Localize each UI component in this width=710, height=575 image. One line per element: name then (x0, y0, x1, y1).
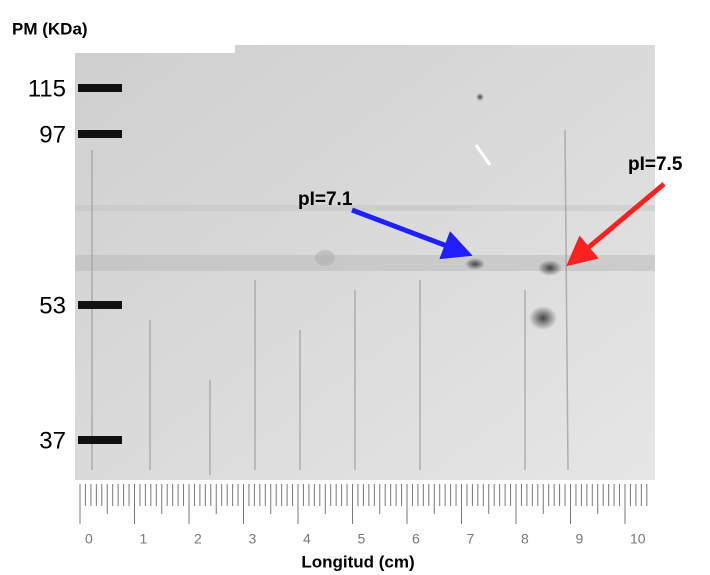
ruler-label: 6 (412, 531, 420, 547)
ruler: 0 1 2 3 4 5 6 7 8 9 10 (70, 480, 650, 550)
marker-bar (78, 301, 122, 309)
annotation: pI=7.5 (628, 154, 683, 175)
marker-bars (78, 84, 122, 444)
marker-label: 37 (39, 427, 66, 454)
ruler-label: 8 (521, 531, 529, 547)
ruler-label: 0 (85, 531, 93, 547)
ruler-label: 7 (467, 531, 475, 547)
marker-label: 53 (39, 292, 66, 319)
ruler-label: 3 (249, 531, 257, 547)
ruler-label: 1 (140, 531, 148, 547)
marker-label: 115 (28, 75, 66, 102)
arrow-red (566, 182, 666, 267)
ruler-label: 10 (630, 531, 646, 547)
annotation: pI=7.1 (298, 189, 353, 210)
marker-bar (78, 436, 122, 444)
ruler-label: 4 (303, 531, 311, 547)
marker-label: 97 (39, 121, 66, 148)
arrow-blue (351, 207, 473, 260)
ruler-label: 2 (194, 531, 202, 547)
x-axis-title: Longitud (cm) (301, 552, 414, 571)
gel-image (75, 45, 655, 480)
ruler-label: 5 (358, 531, 366, 547)
y-axis-title: PM (KDa) (12, 19, 88, 38)
ruler-label: 9 (576, 531, 584, 547)
marker-bar (78, 84, 122, 92)
marker-bar (78, 130, 122, 138)
